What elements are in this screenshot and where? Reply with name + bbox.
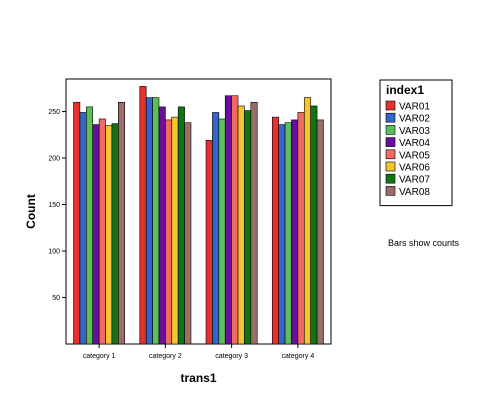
- y-tick-label: 150: [48, 202, 60, 209]
- legend-swatch-var01: [385, 100, 396, 111]
- legend-label-var05: VAR05: [399, 150, 430, 161]
- bar-var01-3: [205, 140, 213, 345]
- legend-label-var01: VAR01: [399, 102, 430, 113]
- legend-label-var06: VAR06: [399, 163, 430, 174]
- legend-title: index1: [386, 83, 424, 97]
- legend-swatch-var08: [385, 186, 396, 196]
- legend-label-var08: VAR08: [399, 187, 430, 198]
- bar-var06-1: [105, 125, 113, 345]
- x-axis-title: trans1: [180, 371, 216, 385]
- bar-var05-4: [297, 112, 305, 345]
- plot-area: 50 100 150 200 250 category 1 category 2 catego…: [24, 78, 332, 385]
- x-tick-label: category 4: [282, 353, 315, 360]
- legend-label-var07: VAR07: [399, 175, 430, 186]
- bar-var08-4: [316, 119, 324, 345]
- bar-var01-1: [73, 101, 81, 345]
- chart-note: Bars show counts: [388, 238, 460, 248]
- y-tick-label: 50: [52, 295, 60, 302]
- bar-var06-2: [171, 116, 179, 345]
- legend-label-var02: VAR02: [399, 114, 430, 125]
- legend-label-var04: VAR04: [399, 138, 430, 149]
- bar-var05-3: [231, 95, 239, 345]
- bar-var05-2: [165, 119, 173, 345]
- bar-var03-2: [152, 97, 160, 345]
- bar-var02-3: [212, 112, 220, 345]
- bar-var04-4: [291, 119, 299, 345]
- bar-var04-3: [224, 95, 232, 345]
- bar-var05-1: [98, 118, 106, 345]
- legend-swatch-var05: [385, 149, 396, 160]
- bar-var07-3: [244, 110, 252, 345]
- bar-var08-1: [118, 101, 126, 345]
- bar-var06-4: [303, 97, 311, 345]
- legend-swatch-var04: [385, 137, 396, 147]
- bar-var07-2: [177, 106, 185, 345]
- bar-var02-2: [145, 97, 153, 345]
- bar-var08-2: [184, 122, 192, 345]
- bar-var01-2: [139, 86, 147, 345]
- y-tick-label: 200: [48, 156, 60, 163]
- legend-swatch-var02: [385, 112, 396, 123]
- bar-var02-4: [278, 124, 286, 345]
- bar-var08-3: [250, 101, 258, 345]
- bar-var07-1: [111, 123, 119, 345]
- y-tick-label: 250: [48, 109, 60, 116]
- bar-var04-1: [92, 124, 100, 345]
- x-tick-label: category 2: [149, 353, 182, 360]
- bar-var03-1: [86, 106, 94, 345]
- legend: index1VAR01VAR02VAR03VAR04VAR05VAR06VAR0…: [379, 79, 453, 207]
- bar-var01-4: [271, 116, 279, 345]
- legend-swatch-var06: [385, 161, 396, 172]
- legend-swatch-var07: [385, 173, 396, 184]
- y-tick-label: 100: [48, 249, 60, 256]
- legend-swatch-var03: [385, 125, 396, 135]
- bar-var03-4: [284, 122, 292, 345]
- bar-var04-2: [158, 106, 166, 345]
- bar-var06-3: [237, 105, 245, 345]
- legend-label-var03: VAR03: [399, 126, 430, 137]
- bar-var02-1: [79, 112, 87, 345]
- x-tick-label: category 1: [83, 353, 116, 360]
- bar-var03-3: [218, 118, 226, 345]
- y-axis-title: Count: [24, 194, 38, 229]
- bar-var07-4: [310, 105, 318, 345]
- x-tick-label: category 3: [215, 353, 248, 360]
